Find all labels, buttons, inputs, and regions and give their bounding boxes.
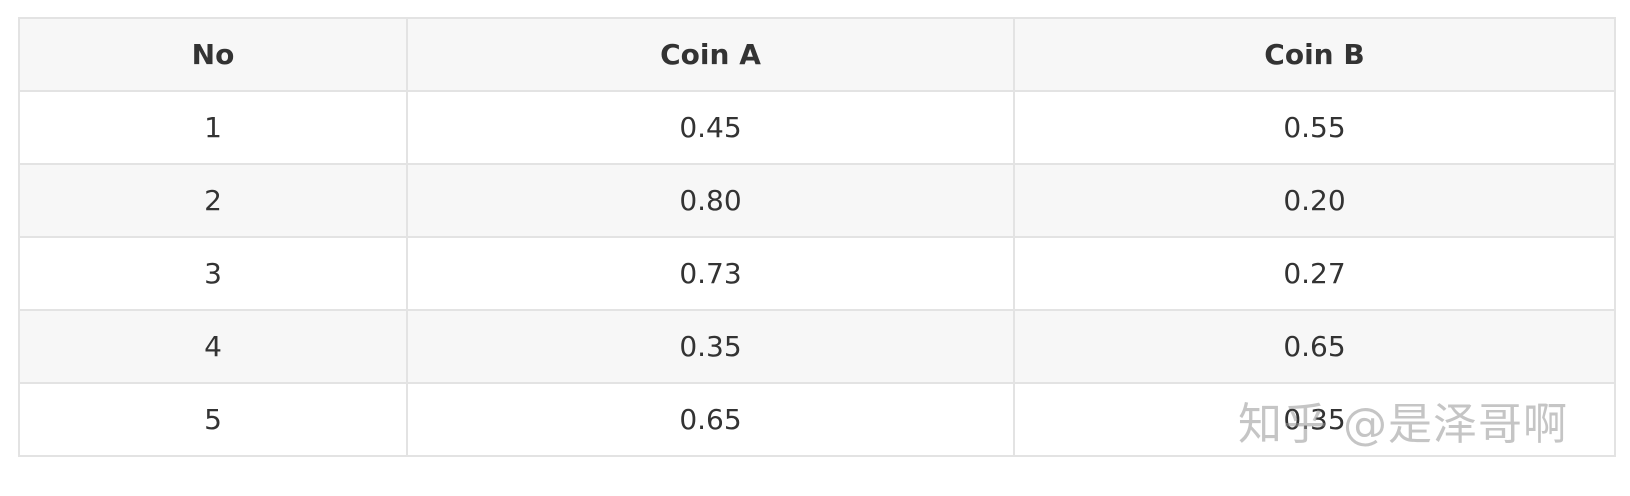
header-coin-a: Coin A bbox=[406, 17, 1015, 92]
watermark: 知乎 @是泽哥啊 bbox=[1238, 399, 1568, 450]
header-no: No bbox=[18, 17, 408, 92]
cell-coin-b: 0.27 bbox=[1013, 236, 1616, 311]
cell-coin-a: 0.73 bbox=[406, 236, 1015, 311]
cell-no: 1 bbox=[18, 90, 408, 165]
cell-no: 4 bbox=[18, 309, 408, 384]
cell-coin-a: 0.80 bbox=[406, 163, 1015, 238]
cell-coin-b: 0.35 bbox=[1013, 382, 1616, 457]
table-row: 3 0.73 0.27 bbox=[18, 236, 1616, 311]
cell-coin-b: 0.20 bbox=[1013, 163, 1616, 238]
table-row: 4 0.35 0.65 bbox=[18, 309, 1616, 384]
coin-probability-table: No Coin A Coin B 1 0.45 0.55 2 0.80 0.20… bbox=[18, 17, 1616, 457]
header-coin-b: Coin B bbox=[1013, 17, 1616, 92]
cell-no: 5 bbox=[18, 382, 408, 457]
cell-coin-a: 0.45 bbox=[406, 90, 1015, 165]
table-row: 2 0.80 0.20 bbox=[18, 163, 1616, 238]
cell-no: 3 bbox=[18, 236, 408, 311]
cell-coin-b: 0.65 bbox=[1013, 309, 1616, 384]
cell-coin-b: 0.55 bbox=[1013, 90, 1616, 165]
cell-no: 2 bbox=[18, 163, 408, 238]
cell-coin-a: 0.65 bbox=[406, 382, 1015, 457]
table-row: 5 0.65 0.35 bbox=[18, 382, 1616, 457]
data-table-container: No Coin A Coin B 1 0.45 0.55 2 0.80 0.20… bbox=[18, 17, 1616, 457]
cell-coin-a: 0.35 bbox=[406, 309, 1015, 384]
table-header-row: No Coin A Coin B bbox=[18, 17, 1616, 92]
table-row: 1 0.45 0.55 bbox=[18, 90, 1616, 165]
